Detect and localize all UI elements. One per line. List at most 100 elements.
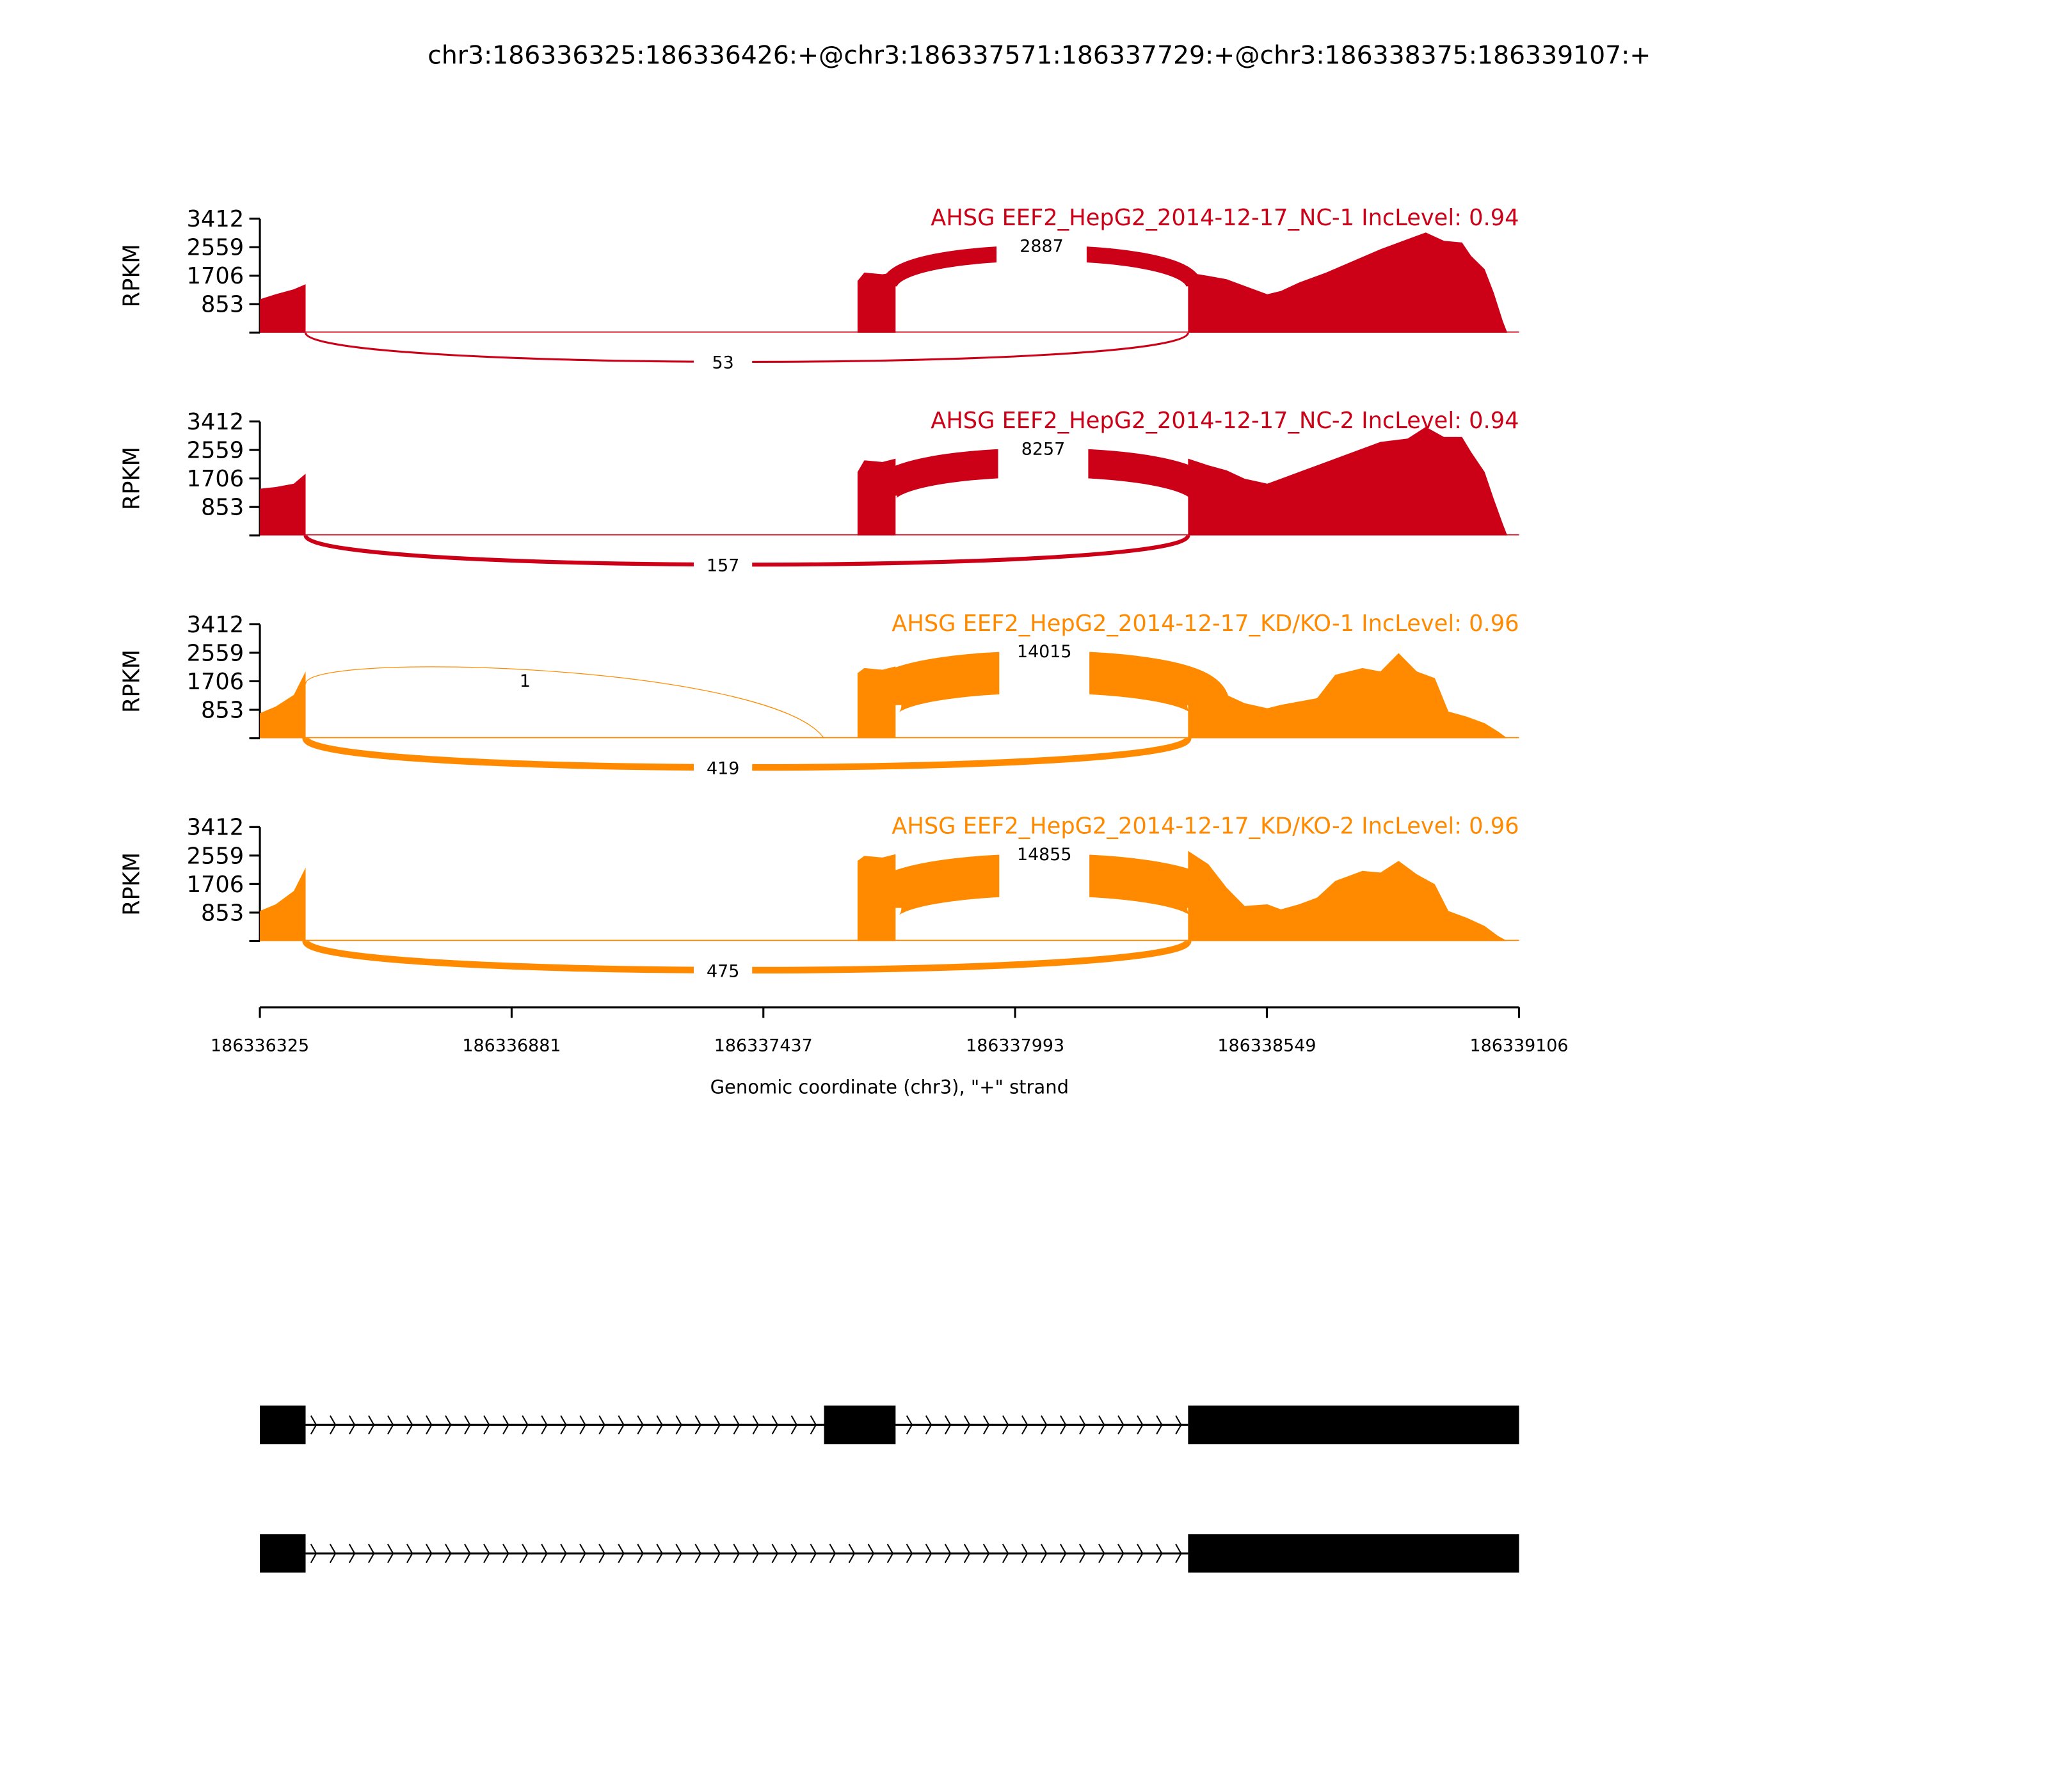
strand-chevron-icon <box>656 1544 663 1564</box>
chart-title: chr3:186336325:186336426:+@chr3:18633757… <box>428 40 1651 70</box>
strand-chevron-icon <box>348 1415 356 1435</box>
strand-chevron-icon <box>733 1415 740 1435</box>
strand-chevron-icon <box>848 1544 856 1564</box>
y-tick-label: 853 <box>201 900 244 926</box>
strand-chevron-icon <box>483 1544 490 1564</box>
strand-chevron-icon <box>522 1544 529 1564</box>
y-tick-label: 2559 <box>187 640 244 666</box>
strand-chevron-icon <box>752 1415 759 1435</box>
strand-chevron-icon <box>1175 1544 1182 1564</box>
x-tick-label: 186338549 <box>1217 1036 1316 1055</box>
strand-chevron-icon <box>426 1415 433 1435</box>
exon-block <box>1188 1405 1519 1444</box>
strand-chevron-icon <box>445 1544 452 1564</box>
strand-chevron-icon <box>598 1544 605 1564</box>
junction-label-box <box>999 648 1090 696</box>
strand-chevron-icon <box>982 1544 990 1564</box>
y-tick-label: 853 <box>201 292 244 318</box>
x-tick-label: 186337437 <box>714 1036 813 1055</box>
strand-chevron-icon <box>1117 1544 1124 1564</box>
strand-chevron-icon <box>925 1415 932 1435</box>
y-tick-label: 3412 <box>187 206 244 232</box>
strand-chevron-icon <box>445 1415 452 1435</box>
strand-chevron-icon <box>502 1544 509 1564</box>
y-axis-label: RPKM <box>119 244 145 307</box>
strand-chevron-icon <box>925 1544 932 1564</box>
strand-chevron-icon <box>367 1415 375 1435</box>
strand-chevron-icon <box>906 1544 913 1564</box>
strand-chevron-icon <box>483 1415 490 1435</box>
strand-chevron-icon <box>1137 1415 1144 1435</box>
strand-chevron-icon <box>714 1544 721 1564</box>
junction-label-box <box>694 755 753 780</box>
strand-chevron-icon <box>1117 1415 1124 1435</box>
strand-chevron-icon <box>522 1415 529 1435</box>
strand-chevron-icon <box>1079 1415 1086 1435</box>
strand-chevron-icon <box>886 1544 894 1564</box>
y-tick-label: 853 <box>201 495 244 521</box>
strand-chevron-icon <box>675 1544 682 1564</box>
coverage-area-e3 <box>1188 851 1508 941</box>
gene-model <box>260 1405 1519 1444</box>
strand-chevron-icon <box>598 1415 605 1435</box>
strand-chevron-icon <box>637 1544 644 1564</box>
junction-label-box <box>509 672 541 692</box>
strand-chevron-icon <box>1041 1415 1048 1435</box>
strand-chevron-icon <box>752 1544 759 1564</box>
strand-chevron-icon <box>771 1544 778 1564</box>
strand-chevron-icon <box>790 1544 798 1564</box>
junction-count: 8257 <box>1021 439 1065 459</box>
strand-chevron-icon <box>1137 1544 1144 1564</box>
sample-label: AHSG EEF2_HepG2_2014-12-17_KD/KO-1 IncLe… <box>892 611 1519 637</box>
y-tick-label: 1706 <box>187 669 244 695</box>
y-tick-label: 2559 <box>187 843 244 869</box>
coverage-area-e1 <box>260 284 306 333</box>
exon-block <box>824 1405 896 1444</box>
exon-block <box>260 1405 306 1444</box>
strand-chevron-icon <box>464 1415 471 1435</box>
strand-chevron-icon <box>406 1415 413 1435</box>
strand-chevron-icon <box>810 1544 817 1564</box>
y-tick-label: 1706 <box>187 466 244 492</box>
y-tick-label: 1706 <box>187 872 244 898</box>
y-tick-label: 3412 <box>187 409 244 435</box>
strand-chevron-icon <box>982 1415 990 1435</box>
strand-chevron-icon <box>1156 1544 1163 1564</box>
junction-count: 157 <box>707 556 739 576</box>
strand-chevron-icon <box>560 1544 567 1564</box>
strand-chevron-icon <box>426 1544 433 1564</box>
strand-chevron-icon <box>579 1415 586 1435</box>
strand-chevron-icon <box>1156 1415 1163 1435</box>
strand-chevron-icon <box>1098 1415 1105 1435</box>
strand-chevron-icon <box>1060 1415 1067 1435</box>
strand-chevron-icon <box>810 1415 817 1435</box>
strand-chevron-icon <box>1021 1544 1028 1564</box>
junction-label-box <box>694 552 753 577</box>
junction-label-box <box>999 851 1090 899</box>
y-axis-label: RPKM <box>119 852 145 916</box>
strand-chevron-icon <box>367 1544 375 1564</box>
strand-chevron-icon <box>906 1415 913 1435</box>
strand-chevron-icon <box>310 1544 317 1564</box>
strand-chevron-icon <box>963 1415 971 1435</box>
strand-chevron-icon <box>618 1544 625 1564</box>
gene-models <box>260 1405 1519 1573</box>
strand-chevron-icon <box>502 1415 509 1435</box>
strand-chevron-icon <box>714 1415 721 1435</box>
junction-count: 419 <box>707 758 739 778</box>
strand-chevron-icon <box>963 1544 971 1564</box>
y-tick-label: 3412 <box>187 612 244 638</box>
y-tick-label: 3412 <box>187 815 244 841</box>
strand-chevron-icon <box>1098 1544 1105 1564</box>
strand-chevron-icon <box>464 1544 471 1564</box>
strand-chevron-icon <box>329 1544 337 1564</box>
exon-block <box>260 1534 306 1573</box>
strand-chevron-icon <box>348 1544 356 1564</box>
strand-chevron-icon <box>1002 1415 1009 1435</box>
strand-chevron-icon <box>944 1415 952 1435</box>
strand-chevron-icon <box>560 1415 567 1435</box>
